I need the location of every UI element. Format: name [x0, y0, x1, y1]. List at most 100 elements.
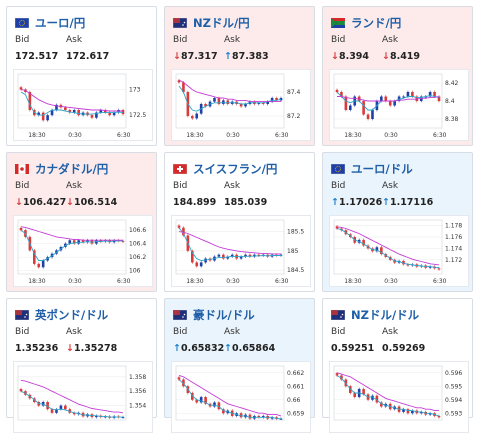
- eu-jp-flag-icon: [15, 18, 29, 28]
- mini-chart-svg: 0.662 0.661 0.66 0.659: [175, 365, 304, 421]
- fast-ma-line: [20, 390, 123, 418]
- ask-value-cell: ↑1.17116: [382, 197, 433, 208]
- slow-ma-line: [20, 379, 124, 414]
- mini-candlestick-chart[interactable]: 106.6 106.4 106.2 106 18:30 0:30 6:30: [13, 215, 153, 287]
- bid-label: Bid: [331, 181, 346, 191]
- fast-ma-line: [178, 85, 282, 112]
- mini-candlestick-chart[interactable]: 0.596 0.595 0.594 0.593: [329, 361, 469, 433]
- ask-value: 87.383: [231, 51, 269, 62]
- bid-ask-values: 0.59251 0.59269: [331, 343, 425, 354]
- x-tick-label: 18:30: [28, 132, 45, 139]
- ask-value-cell: ↑0.65864: [224, 343, 275, 354]
- y-tick-label: 87.2: [287, 113, 301, 120]
- pair-title-link[interactable]: スイスフラン/円: [193, 162, 278, 176]
- ca-jp-flag-icon: [15, 164, 29, 174]
- fx-card[interactable]: ユーロ/ドル Bid Ask ↑1.17026 ↑1.17116 1.178 1.176 1.…: [322, 152, 473, 292]
- y-tick-label: 1.356: [129, 388, 146, 395]
- mini-candlestick-chart[interactable]: 8.42 8.4 8.38 18:30 0:30 6:30: [329, 69, 469, 141]
- arrow-down-icon: ↓: [331, 51, 339, 62]
- fx-card[interactable]: ランド/円 Bid Ask ↓8.394 ↓8.419 8.42 8.4 8.38 18:30 0…: [322, 6, 473, 146]
- x-tick-label: 18:30: [344, 278, 361, 285]
- y-tick-label: 0.595: [445, 383, 462, 390]
- candle-body: [195, 113, 199, 119]
- arrow-up-icon: ↑: [331, 197, 339, 208]
- bid-ask-values: ↓87.317 ↑87.383: [173, 51, 269, 62]
- pair-title-link[interactable]: 豪ドル/ドル: [193, 308, 255, 322]
- ask-value: 0.65864: [231, 343, 276, 354]
- mini-chart-svg: 185.5 185 184.5 18:30 0:30 6:30: [175, 219, 304, 285]
- pair-title-link[interactable]: 英ポンド/ドル: [35, 308, 109, 322]
- mini-chart-svg: 8.42 8.4 8.38 18:30 0:30 6:30: [333, 73, 459, 139]
- candle-body: [380, 96, 383, 101]
- candle-body: [72, 110, 76, 113]
- candle-body: [340, 92, 343, 97]
- ask-label: Ask: [382, 35, 399, 45]
- pair-title-link[interactable]: NZドル/円: [193, 16, 250, 30]
- fx-card[interactable]: NZドル/ドル Bid Ask 0.59251 0.59269 0.596 0.595 0.5…: [322, 298, 473, 433]
- mini-candlestick-chart[interactable]: 1.358 1.356 1.354: [13, 361, 153, 433]
- candle-body: [182, 379, 185, 387]
- pair-title-link[interactable]: ユーロ/ドル: [351, 162, 413, 176]
- candle-body: [239, 104, 243, 107]
- ask-value-cell: ↓106.514: [66, 197, 117, 208]
- bid-value: 184.899: [173, 197, 217, 208]
- candle-body: [46, 402, 49, 410]
- fx-card[interactable]: NZドル/円 Bid Ask ↓87.317 ↑87.383 87.4 87.2 18:30 0…: [164, 6, 315, 146]
- bid-ask-labels: Bid Ask: [173, 181, 240, 191]
- x-tick-label: 0:30: [384, 278, 398, 285]
- candle-body: [121, 110, 125, 115]
- pair-title-link[interactable]: カナダドル/円: [35, 162, 109, 176]
- candle-body: [437, 268, 441, 270]
- candle-body: [68, 240, 72, 244]
- bid-value-cell: ↓106.427: [15, 197, 66, 208]
- pair-title-link[interactable]: NZドル/ドル: [351, 308, 420, 322]
- candle-body: [204, 397, 207, 404]
- candle-body: [428, 92, 432, 97]
- y-tick-label: 0.661: [287, 383, 304, 390]
- candle-body: [279, 98, 283, 101]
- mini-candlestick-chart[interactable]: 173 172.5 18:30 0:30 6:30: [13, 69, 153, 141]
- candle-body: [37, 263, 41, 268]
- mini-candlestick-chart[interactable]: 185.5 185 184.5 18:30 0:30 6:30: [171, 215, 311, 287]
- fx-card[interactable]: 英ポンド/ドル Bid Ask 1.35236 ↓1.35278 1.358 1.356 1.…: [6, 298, 157, 433]
- fx-card[interactable]: ユーロ/円 Bid Ask 172.517 172.617 173 172.5 18:30 0:…: [6, 6, 157, 146]
- mini-candlestick-chart[interactable]: 87.4 87.2 18:30 0:30 6:30: [171, 69, 311, 141]
- candle-body: [90, 115, 94, 118]
- ask-label: Ask: [382, 181, 399, 191]
- ask-value-cell: ↓8.419: [382, 51, 420, 62]
- candle-body: [406, 92, 410, 97]
- nz-jp-flag-icon: [173, 18, 187, 28]
- x-tick-label: 0:30: [384, 132, 398, 139]
- mini-candlestick-chart[interactable]: 0.662 0.661 0.66 0.659: [171, 361, 311, 433]
- gb-us-flag-icon: [15, 310, 29, 320]
- fast-ma-line: [336, 228, 440, 269]
- candle-body: [41, 112, 45, 121]
- y-tick-label: 0.593: [445, 410, 462, 417]
- bid-value-cell: ↑0.65832: [173, 343, 224, 354]
- card-header: ランド/円: [331, 16, 401, 30]
- candle-body: [393, 101, 396, 106]
- bid-ask-values: ↓106.427 ↓106.514: [15, 197, 117, 208]
- fx-card[interactable]: スイスフラン/円 Bid Ask 184.899 185.039 185.5 185 184.…: [164, 152, 315, 292]
- pair-title-link[interactable]: ランド/円: [351, 16, 402, 30]
- plot-frame: [17, 73, 127, 129]
- bid-value-cell: 184.899: [173, 197, 224, 208]
- arrow-down-icon: ↓: [382, 51, 390, 62]
- arrow-down-icon: ↓: [66, 197, 74, 208]
- x-tick-label: 6:30: [433, 278, 447, 285]
- mini-candlestick-chart[interactable]: 1.178 1.176 1.174 1.172 18:30 0:30 6:30: [329, 215, 469, 287]
- fx-card[interactable]: カナダドル/円 Bid Ask ↓106.427 ↓106.514 106.6 106.4 1…: [6, 152, 157, 292]
- candle-body: [217, 402, 221, 410]
- pair-title-link[interactable]: ユーロ/円: [35, 16, 86, 30]
- y-tick-label: 0.594: [445, 397, 462, 404]
- arrow-down-icon: ↓: [15, 197, 23, 208]
- slow-ma-line: [336, 372, 439, 412]
- candle-body: [437, 96, 441, 101]
- fx-card[interactable]: 豪ドル/ドル Bid Ask ↑0.65832 ↑0.65864 0.662 0.661 0.…: [164, 298, 315, 433]
- candle-body: [59, 405, 63, 410]
- candle-body: [402, 96, 405, 98]
- ask-label: Ask: [224, 181, 241, 191]
- candle-body: [46, 115, 49, 121]
- ask-value-cell: ↓1.35278: [66, 343, 117, 354]
- candle-body: [402, 260, 405, 265]
